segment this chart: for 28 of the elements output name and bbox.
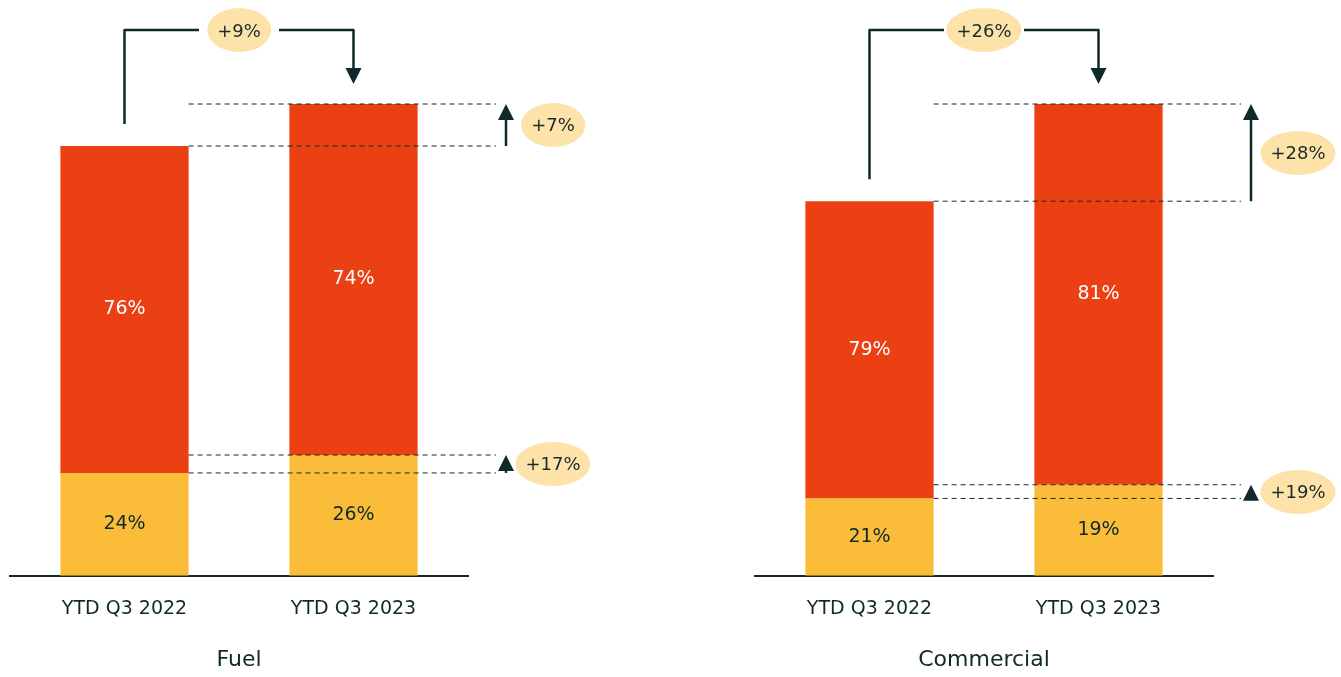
x-tick-label: YTD Q3 2023 <box>289 596 417 619</box>
bar <box>805 201 934 499</box>
bar <box>1034 484 1163 576</box>
bar <box>289 455 418 576</box>
text: 76% <box>103 296 146 319</box>
text: +7% <box>521 102 585 147</box>
text: 21% <box>848 524 891 547</box>
annotation: 19% <box>1077 517 1120 540</box>
x-axis-title: Fuel <box>216 645 262 671</box>
x-axis-title: Commercial <box>918 645 1050 671</box>
text: +17% <box>515 441 591 486</box>
text: 79% <box>848 336 891 359</box>
bar <box>60 145 189 473</box>
annotation: 81% <box>1077 281 1120 304</box>
text: +19% <box>1260 469 1336 514</box>
x-tick-label: YTD Q3 2022 <box>805 596 933 619</box>
annotation: 26% <box>332 502 375 525</box>
bar <box>289 104 418 456</box>
text: +26% <box>946 8 1022 52</box>
text: 24% <box>103 511 146 534</box>
bar <box>1034 104 1163 485</box>
annotation: 74% <box>332 266 375 289</box>
text: +9% <box>207 8 271 52</box>
bar <box>60 472 189 576</box>
text: +28% <box>1260 130 1336 175</box>
x-tick-label: YTD Q3 2022 <box>60 596 188 619</box>
bar <box>805 498 934 576</box>
x-tick-label: YTD Q3 2023 <box>1034 596 1162 619</box>
